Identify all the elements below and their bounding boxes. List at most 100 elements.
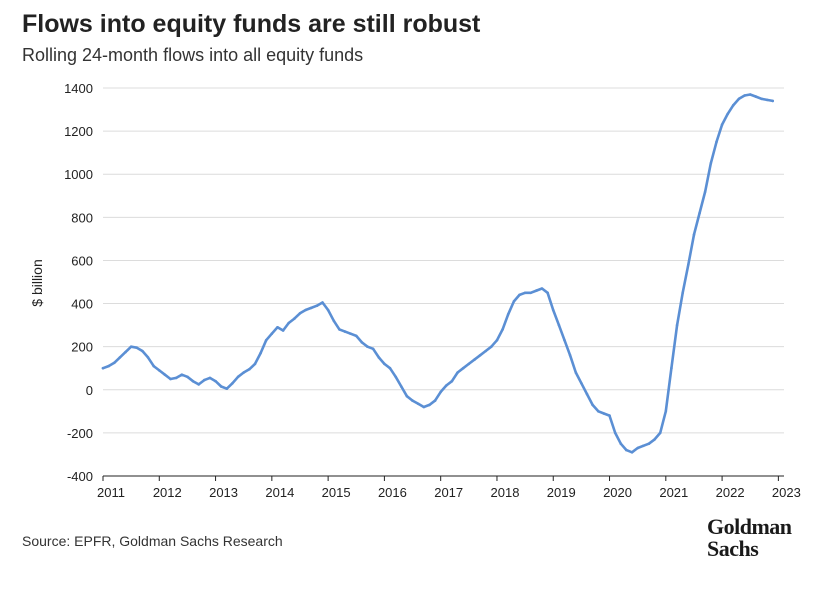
y-tick-label: 1400 — [64, 81, 93, 96]
data-point — [225, 387, 229, 391]
data-point — [163, 373, 167, 377]
data-point — [113, 361, 116, 365]
data-point — [506, 313, 510, 316]
data-point — [450, 379, 454, 383]
data-point — [518, 293, 521, 297]
data-point — [467, 362, 471, 366]
data-point — [236, 375, 240, 379]
y-tick-label: 200 — [71, 340, 93, 355]
y-tick-label: -200 — [67, 426, 93, 441]
data-point — [597, 410, 600, 413]
data-point — [411, 399, 414, 402]
y-tick-label: 600 — [71, 253, 93, 268]
data-point — [208, 376, 212, 380]
data-point — [765, 98, 769, 102]
data-point — [692, 233, 696, 236]
data-point — [529, 291, 532, 295]
chart-subtitle: Rolling 24-month flows into all equity f… — [22, 45, 364, 65]
data-point — [557, 323, 561, 327]
data-point — [321, 301, 324, 304]
y-tick-label: 800 — [71, 210, 93, 225]
data-point — [141, 349, 144, 353]
data-point — [191, 379, 195, 383]
goldman-sachs-logo: Goldman Sachs — [707, 516, 807, 560]
data-point — [416, 402, 420, 406]
data-point — [298, 312, 302, 315]
data-point — [203, 378, 206, 382]
x-tick-label: 2015 — [322, 485, 351, 500]
chart-title: Flows into equity funds are still robust — [22, 10, 481, 38]
grid-lines — [103, 87, 784, 434]
data-point — [332, 319, 336, 323]
y-axis-ticks: -400 -200 0 200 400 600 800 1000 1200 1400 — [64, 81, 93, 484]
data-point — [276, 326, 279, 329]
data-point — [118, 356, 122, 359]
x-tick-label: 2022 — [716, 485, 745, 500]
data-point — [439, 390, 443, 394]
data-point — [540, 287, 544, 290]
logo-line-1: Goldman — [707, 514, 792, 539]
x-tick-label: 2018 — [491, 485, 520, 500]
data-point — [433, 399, 437, 402]
data-point — [495, 338, 499, 342]
data-point — [748, 93, 752, 96]
data-point — [608, 414, 611, 417]
data-point — [501, 328, 504, 331]
y-tick-label: 0 — [86, 383, 93, 398]
data-point — [760, 97, 763, 101]
data-point — [343, 330, 347, 333]
logo-line-2: Sachs — [707, 536, 759, 561]
data-point — [726, 112, 729, 116]
data-point — [281, 329, 285, 332]
data-point — [135, 346, 139, 350]
data-point — [473, 358, 476, 361]
data-point — [445, 384, 448, 387]
data-point — [461, 366, 465, 370]
data-point — [371, 347, 375, 351]
data-point — [568, 354, 572, 357]
data-point — [169, 377, 172, 381]
data-point — [101, 366, 105, 370]
data-point — [360, 341, 364, 344]
data-point — [197, 383, 200, 386]
data-point — [422, 405, 426, 409]
data-point — [309, 306, 313, 310]
data-point — [377, 356, 381, 359]
x-tick-label: 2011 — [97, 485, 125, 500]
y-tick-label: 400 — [71, 297, 93, 312]
data-point — [405, 394, 409, 398]
data-point — [315, 304, 319, 308]
x-tick-label: 2017 — [434, 485, 463, 500]
x-tick-label: 2019 — [547, 485, 576, 500]
data-point — [242, 371, 245, 374]
data-point — [253, 362, 257, 366]
data-point — [270, 332, 274, 336]
data-point — [219, 385, 223, 388]
data-point — [563, 338, 566, 342]
data-point — [152, 364, 155, 368]
data-point — [698, 211, 701, 215]
x-tick-label: 2023 — [772, 485, 801, 500]
data-point — [388, 366, 392, 370]
data-point — [107, 364, 110, 368]
data-point — [490, 345, 493, 349]
data-point — [326, 308, 330, 312]
data-point — [591, 403, 594, 407]
y-tick-label: -400 — [67, 469, 93, 484]
data-point — [512, 300, 516, 303]
data-point — [636, 446, 639, 450]
data-point — [383, 362, 386, 366]
data-point — [732, 103, 735, 107]
data-point — [771, 99, 774, 103]
data-point — [366, 345, 369, 349]
data-point — [551, 308, 555, 312]
data-point — [293, 317, 296, 320]
data-point — [304, 308, 307, 312]
series-line-0 — [101, 93, 775, 454]
data-point — [535, 289, 538, 292]
data-point — [158, 369, 161, 372]
data-point — [478, 354, 482, 357]
data-point — [580, 382, 583, 385]
data-point — [642, 444, 645, 448]
